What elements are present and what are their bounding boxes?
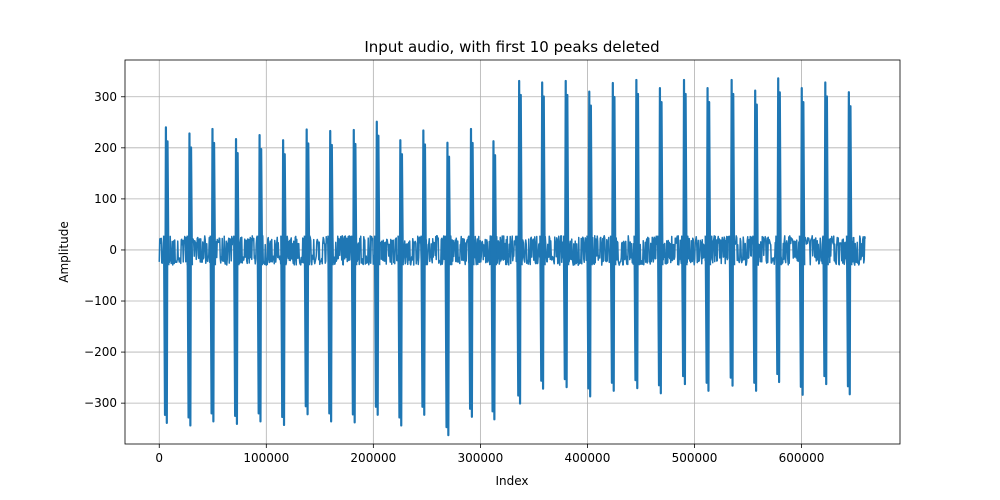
waveform-peak (822, 81, 829, 386)
y-tick-label: 100 (94, 192, 117, 206)
waveform-peak (209, 127, 217, 423)
waveform-peak (775, 77, 782, 384)
y-axis-label: Amplitude (57, 221, 71, 283)
waveform-peak (539, 81, 546, 390)
x-tick-label: 200000 (350, 451, 396, 465)
waveform-peak (845, 91, 853, 396)
waveform-peak (397, 139, 404, 427)
waveform-peak (516, 79, 523, 405)
y-tick-label: −200 (84, 345, 117, 359)
y-tick-label: 300 (94, 90, 117, 104)
chart-title: Input audio, with first 10 peaks deleted (364, 38, 659, 56)
y-tick-label: 0 (109, 243, 117, 257)
waveform-peak (656, 86, 664, 395)
x-tick-label: 500000 (672, 451, 718, 465)
y-tick-label: −300 (84, 396, 117, 410)
waveform-noise (158, 234, 866, 267)
waveform-peak (256, 133, 264, 423)
waveform-peak (798, 86, 806, 396)
y-tick-label: −100 (84, 294, 117, 308)
waveform-peak (350, 128, 358, 424)
waveform-peak (186, 132, 194, 427)
y-tick-label: 200 (94, 141, 117, 155)
waveform-peak (490, 140, 498, 421)
waveform-peak (233, 138, 240, 426)
x-axis-label: Index (495, 474, 528, 488)
waveform-peak (728, 78, 736, 387)
x-tick-label: 100000 (243, 451, 289, 465)
axis-ticks: 0 100000 200000 300000 400000 500000 600000 −30… (84, 90, 824, 465)
waveform-peak (162, 126, 170, 424)
waveform-peak (420, 129, 427, 416)
waveform-peak (327, 129, 334, 423)
plot-frame (124, 59, 901, 445)
x-tick-label: 0 (155, 451, 163, 465)
waveform-peak (444, 141, 452, 437)
waveform-peak (633, 78, 640, 390)
waveform-peak (586, 90, 593, 398)
waveform-peak (562, 79, 570, 389)
waveform-peak (373, 120, 381, 416)
waveform-peak (681, 78, 688, 386)
x-tick-label: 600000 (779, 451, 825, 465)
waveform-peak (752, 89, 759, 392)
waveform-peak (303, 128, 311, 416)
x-tick-label: 300000 (457, 451, 503, 465)
waveform-peak (609, 81, 617, 392)
waveform-peak (704, 86, 712, 392)
data-series (158, 77, 866, 437)
x-tick-label: 400000 (565, 451, 611, 465)
waveform-peak (280, 139, 287, 427)
waveform-peak (467, 127, 475, 418)
